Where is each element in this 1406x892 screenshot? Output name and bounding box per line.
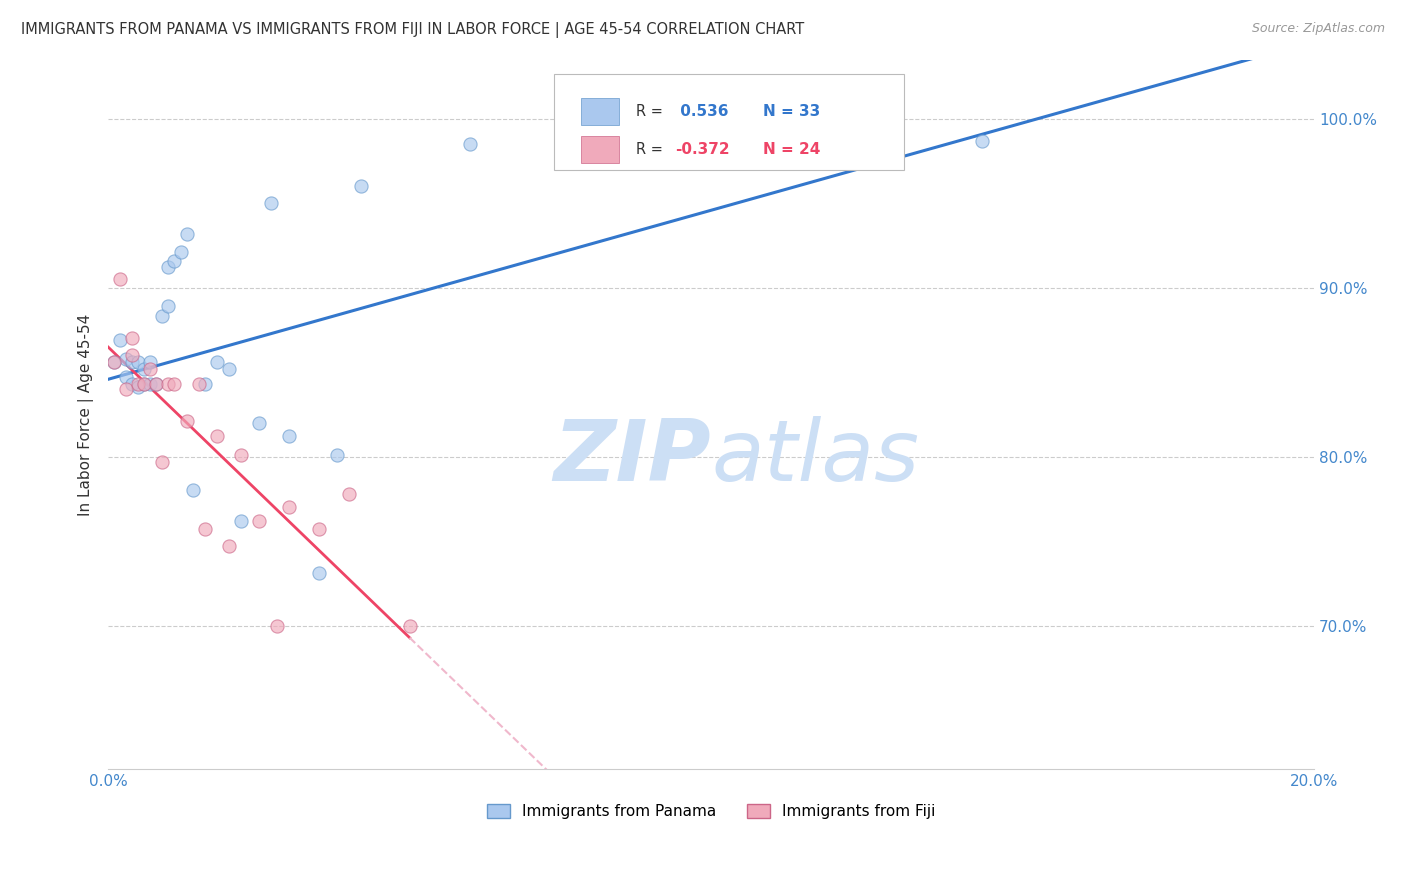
Point bbox=[169, 245, 191, 260]
Text: 0.536: 0.536 bbox=[675, 103, 728, 119]
Point bbox=[278, 429, 301, 443]
Text: N = 24: N = 24 bbox=[763, 142, 820, 157]
Point bbox=[194, 522, 217, 536]
Point bbox=[157, 260, 180, 275]
Point bbox=[176, 414, 198, 428]
Point bbox=[181, 483, 204, 498]
Point bbox=[205, 429, 228, 443]
Point bbox=[308, 522, 330, 536]
Point bbox=[152, 310, 174, 324]
Point bbox=[110, 272, 132, 286]
Point bbox=[121, 355, 143, 369]
Point bbox=[134, 361, 156, 376]
Point bbox=[458, 137, 481, 152]
Point bbox=[134, 377, 156, 392]
Point bbox=[163, 253, 186, 268]
Point bbox=[218, 539, 240, 553]
Point bbox=[187, 377, 209, 392]
Point bbox=[163, 377, 186, 392]
Point bbox=[110, 333, 132, 347]
Point bbox=[127, 355, 149, 369]
Point bbox=[218, 361, 240, 376]
Point bbox=[134, 377, 156, 392]
Point bbox=[247, 416, 270, 430]
Point bbox=[115, 351, 138, 366]
Point bbox=[176, 227, 198, 241]
Point bbox=[139, 377, 162, 392]
Point bbox=[103, 355, 125, 369]
FancyBboxPatch shape bbox=[581, 136, 620, 163]
Text: Source: ZipAtlas.com: Source: ZipAtlas.com bbox=[1251, 22, 1385, 36]
Point bbox=[152, 455, 174, 469]
Point bbox=[308, 566, 330, 581]
Text: R =: R = bbox=[637, 142, 668, 157]
Point bbox=[229, 514, 252, 528]
FancyBboxPatch shape bbox=[554, 74, 904, 169]
Point bbox=[972, 134, 994, 148]
Point bbox=[139, 361, 162, 376]
Point bbox=[205, 355, 228, 369]
Point bbox=[127, 377, 149, 392]
Point bbox=[326, 448, 349, 462]
Text: -0.372: -0.372 bbox=[675, 142, 730, 157]
Point bbox=[730, 145, 752, 160]
Point bbox=[398, 618, 420, 632]
Text: N = 33: N = 33 bbox=[763, 103, 820, 119]
Legend: Immigrants from Panama, Immigrants from Fiji: Immigrants from Panama, Immigrants from … bbox=[481, 798, 942, 825]
Point bbox=[157, 299, 180, 313]
Point bbox=[157, 377, 180, 392]
Point bbox=[266, 618, 288, 632]
Point bbox=[103, 355, 125, 369]
Point bbox=[115, 382, 138, 396]
Point bbox=[278, 500, 301, 515]
Point bbox=[139, 355, 162, 369]
Point bbox=[350, 179, 373, 194]
Point bbox=[247, 514, 270, 528]
Text: R =: R = bbox=[637, 103, 668, 119]
Point bbox=[121, 348, 143, 362]
Y-axis label: In Labor Force | Age 45-54: In Labor Force | Age 45-54 bbox=[79, 313, 94, 516]
Point bbox=[229, 448, 252, 462]
Point bbox=[194, 377, 217, 392]
Point bbox=[145, 377, 167, 392]
Point bbox=[260, 196, 283, 211]
Text: ZIP: ZIP bbox=[554, 416, 711, 499]
Text: atlas: atlas bbox=[711, 416, 920, 499]
FancyBboxPatch shape bbox=[581, 98, 620, 125]
Point bbox=[337, 487, 360, 501]
Point bbox=[121, 377, 143, 392]
Text: IMMIGRANTS FROM PANAMA VS IMMIGRANTS FROM FIJI IN LABOR FORCE | AGE 45-54 CORREL: IMMIGRANTS FROM PANAMA VS IMMIGRANTS FRO… bbox=[21, 22, 804, 38]
Point bbox=[127, 380, 149, 394]
Point bbox=[121, 331, 143, 345]
Point bbox=[145, 377, 167, 392]
Point bbox=[115, 370, 138, 384]
